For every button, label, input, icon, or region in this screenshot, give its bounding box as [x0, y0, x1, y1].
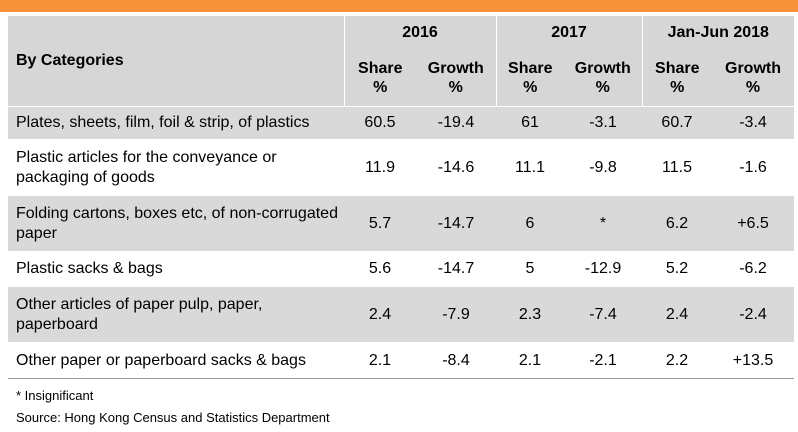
share-2018: 5.2 — [642, 251, 712, 287]
share-2016: 5.7 — [344, 195, 416, 252]
header-row-periods: By Categories 2016 2017 Jan-Jun 2018 — [8, 16, 795, 107]
share-2018: 60.7 — [642, 106, 712, 140]
share-2016: 60.5 — [344, 106, 416, 140]
share-2018: 2.2 — [642, 342, 712, 379]
share-2017: 2.1 — [496, 342, 564, 379]
growth-2018: -6.2 — [712, 251, 795, 287]
row-label: Plastic articles for the conveyance or p… — [8, 139, 344, 196]
table-row: Other articles of paper pulp, paper, pap… — [8, 286, 795, 343]
period-header-2016: 2016 — [343, 16, 496, 50]
share-2016: 2.4 — [344, 286, 416, 343]
share-2018: 11.5 — [642, 139, 712, 196]
growth-2016: -14.7 — [416, 251, 496, 287]
share-2016: 11.9 — [344, 139, 416, 196]
row-label: Folding cartons, boxes etc, of non-corru… — [8, 195, 344, 252]
growth-header: Growth% — [564, 50, 642, 107]
share-header: Share% — [495, 50, 564, 107]
share-2017: 6 — [496, 195, 564, 252]
share-2018: 2.4 — [642, 286, 712, 343]
growth-2018: -1.6 — [712, 139, 795, 196]
growth-2016: -14.7 — [416, 195, 496, 252]
table-row: Plastic sacks & bags 5.6 -14.7 5 -12.9 5… — [8, 251, 795, 287]
growth-2018: +6.5 — [712, 195, 795, 252]
source-note: Source: Hong Kong Census and Statistics … — [16, 410, 330, 425]
accent-bar — [0, 0, 798, 12]
share-2018: 6.2 — [642, 195, 712, 252]
growth-2017: -2.1 — [564, 342, 642, 379]
categories-table: By Categories 2016 2017 Jan-Jun 2018 Sha… — [8, 16, 795, 379]
row-label: Other articles of paper pulp, paper, pap… — [8, 286, 344, 343]
growth-2017: -7.4 — [564, 286, 642, 343]
share-2016: 5.6 — [344, 251, 416, 287]
footnote: * Insignificant — [16, 388, 94, 403]
category-header: By Categories — [8, 16, 344, 107]
share-header: Share% — [343, 50, 416, 107]
growth-2018: +13.5 — [712, 342, 795, 379]
growth-2018: -2.4 — [712, 286, 795, 343]
growth-2017: -12.9 — [564, 251, 642, 287]
share-header: Share% — [641, 50, 712, 107]
growth-2018: -3.4 — [712, 106, 795, 140]
growth-2017: -9.8 — [564, 139, 642, 196]
growth-2016: -14.6 — [416, 139, 496, 196]
share-2017: 61 — [496, 106, 564, 140]
share-2017: 2.3 — [496, 286, 564, 343]
table-row: Other paper or paperboard sacks & bags 2… — [8, 342, 795, 379]
row-label: Other paper or paperboard sacks & bags — [8, 342, 344, 379]
period-header-2018: Jan-Jun 2018 — [641, 16, 795, 50]
share-2017: 11.1 — [496, 139, 564, 196]
growth-header: Growth% — [416, 50, 496, 107]
table-row: Plates, sheets, film, foil & strip, of p… — [8, 106, 795, 140]
period-header-2017: 2017 — [495, 16, 642, 50]
row-label: Plates, sheets, film, foil & strip, of p… — [8, 106, 344, 140]
growth-2016: -7.9 — [416, 286, 496, 343]
header-row-measures: Share% Growth% Share% Growth% Share% Gro… — [8, 50, 795, 107]
row-label: Plastic sacks & bags — [8, 251, 344, 287]
share-2017: 5 — [496, 251, 564, 287]
growth-2017: -3.1 — [564, 106, 642, 140]
table-row: Folding cartons, boxes etc, of non-corru… — [8, 195, 795, 252]
share-2016: 2.1 — [344, 342, 416, 379]
growth-2017: * — [564, 195, 642, 252]
growth-2016: -8.4 — [416, 342, 496, 379]
table-row: Plastic articles for the conveyance or p… — [8, 139, 795, 196]
growth-header: Growth% — [712, 50, 795, 107]
growth-2016: -19.4 — [416, 106, 496, 140]
